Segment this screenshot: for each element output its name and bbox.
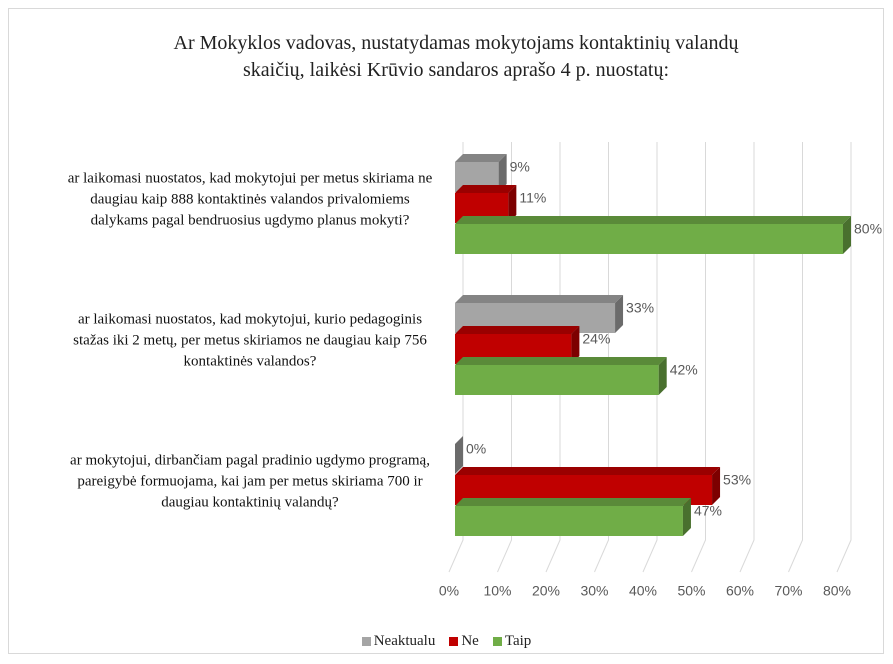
bar-top [455, 326, 580, 334]
bar-side [455, 436, 463, 474]
bar-group [455, 436, 463, 474]
category-label: ar laikomasi nuostatos, kad mokytojui pe… [67, 170, 433, 229]
bar-top [455, 467, 721, 475]
bar-top [455, 216, 851, 224]
grid-line [739, 142, 755, 573]
data-label: 11% [519, 190, 546, 206]
x-tick-label: 40% [629, 583, 657, 599]
data-label: 47% [694, 503, 722, 519]
grid-line [497, 142, 512, 573]
data-label: 33% [626, 300, 654, 316]
bar-top [455, 357, 667, 365]
grid-line [691, 142, 706, 573]
bar-group [455, 357, 667, 395]
x-tick-label: 50% [677, 583, 705, 599]
data-label: 24% [582, 331, 610, 347]
grid [448, 142, 852, 573]
legend-label: Neaktualu [373, 633, 436, 649]
grid-line [448, 142, 464, 573]
bar-top [455, 498, 691, 506]
bar-side [571, 326, 580, 364]
data-label: 0% [466, 441, 486, 457]
category-label: ar mokytojui, dirbančiam pagal pradinio … [70, 452, 430, 511]
x-tick-label: 60% [726, 583, 754, 599]
data-label: 42% [670, 362, 698, 378]
data-label: 80% [854, 221, 882, 237]
x-tick-label: 0% [439, 583, 459, 599]
bar-side [508, 185, 517, 223]
bar-side [712, 467, 721, 505]
bar-group [455, 498, 691, 536]
bar-side [498, 154, 507, 192]
data-label: 53% [723, 472, 751, 488]
grid-line [642, 142, 658, 573]
data-label: 9% [510, 159, 530, 175]
legend-label: Ne [461, 633, 479, 649]
x-tick-label: 30% [580, 583, 608, 599]
x-tick-label: 10% [483, 583, 511, 599]
legend-item: Taip [492, 633, 532, 650]
bar [455, 224, 843, 254]
grid-line [594, 142, 609, 573]
legend-item: Ne [449, 633, 479, 650]
bar-side [843, 216, 851, 254]
legend-label: Taip [504, 633, 532, 649]
bar-top [455, 295, 624, 303]
bar-side [682, 498, 691, 536]
x-tick-label: 20% [532, 583, 560, 599]
legend: Neaktualu Ne Taip [0, 633, 893, 650]
bar-top [455, 185, 517, 193]
bar-side [658, 357, 667, 395]
grid-line [788, 142, 803, 573]
chart-frame [8, 8, 884, 654]
grid-line [545, 142, 561, 573]
x-tick-label: 80% [823, 583, 851, 599]
bar [455, 506, 683, 536]
grid-line [836, 142, 852, 573]
bar-side [615, 295, 624, 333]
legend-swatch [492, 637, 502, 646]
bar [455, 365, 659, 395]
legend-item: Neaktualu [361, 633, 436, 650]
legend-swatch [361, 637, 371, 646]
bar-group [455, 216, 851, 254]
bar-top [455, 154, 507, 162]
x-tick-label: 70% [774, 583, 802, 599]
category-label: ar laikomasi nuostatos, kad mokytojui, k… [73, 311, 427, 370]
chart-title: Ar Mokyklos vadovas, nustatydamas mokyto… [173, 32, 739, 81]
legend-swatch [449, 637, 459, 646]
